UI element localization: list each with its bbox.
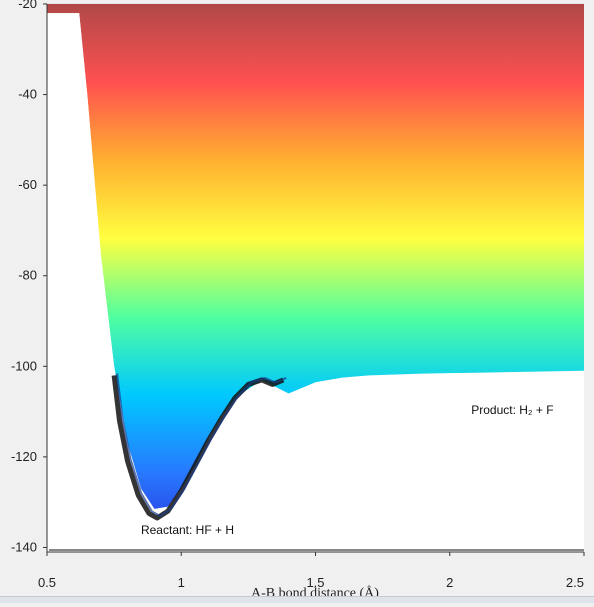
energy-surface-layer xyxy=(47,4,584,552)
trajectory-echo-line xyxy=(116,373,287,518)
y-tick-label: -20 xyxy=(18,0,37,11)
x-tick-label: 2 xyxy=(446,575,453,590)
y-tick-label: -80 xyxy=(18,268,37,283)
product-annotation: Product: H₂ + F xyxy=(471,403,553,417)
below-surface-mask xyxy=(47,13,584,552)
y-tick-label: -100 xyxy=(11,358,37,373)
y-tick-label: -120 xyxy=(11,449,37,464)
window-status-strip xyxy=(0,596,594,603)
x-tick-label: 1 xyxy=(178,575,185,590)
axis-layer: -20 -40 -60 -80 -100 -120 -140 0.5 1 1.5 2 2.5 xyxy=(11,0,585,590)
x-tick-label: 2.5 xyxy=(566,575,584,590)
reactant-annotation: Reactant: HF + H xyxy=(141,523,234,537)
y-tick-label: -140 xyxy=(11,539,37,554)
y-tick-label: -60 xyxy=(18,177,37,192)
x-tick-label: 1.5 xyxy=(306,575,324,590)
x-tick-label: 0.5 xyxy=(38,575,56,590)
y-tick-label: -40 xyxy=(18,87,37,102)
trajectory-layer xyxy=(111,373,287,521)
